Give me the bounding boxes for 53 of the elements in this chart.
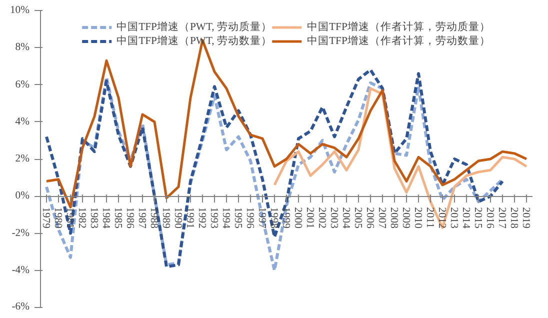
x-tick-label: 2004	[340, 207, 351, 230]
y-tick-label: 0%	[15, 190, 30, 202]
x-tick-label: 2000	[292, 207, 303, 228]
x-tick-label: 1980	[52, 207, 63, 228]
x-tick-label: 2014	[460, 207, 471, 230]
x-tick-label: 1984	[100, 207, 111, 230]
x-tick-label: 2013	[448, 207, 459, 228]
x-tick-label: 2017	[496, 207, 507, 230]
x-tick-label: 1985	[112, 207, 123, 228]
x-tick-label: 1987	[136, 207, 147, 230]
x-tick-label: 2011	[424, 207, 435, 228]
legend-label: 中国TFP增速（作者计算，劳动数量）	[307, 34, 490, 48]
x-tick-label: 2012	[436, 207, 447, 228]
y-tick-label: 6%	[15, 79, 30, 90]
y-tick-label: -4%	[12, 264, 30, 276]
x-tick-label: 1999	[280, 207, 291, 228]
x-tick-label: 2009	[400, 207, 411, 228]
x-tick-label: 2016	[484, 207, 495, 230]
x-tick-label: 2001	[304, 207, 315, 228]
y-tick-label: 10%	[10, 5, 30, 16]
x-tick-label: 2019	[520, 207, 531, 228]
y-tick-label: 8%	[15, 42, 30, 54]
x-tick-label: 1989	[160, 207, 171, 228]
x-tick-label: 1992	[196, 207, 207, 228]
x-tick-label: 1981	[64, 207, 75, 228]
x-tick-label: 2003	[328, 207, 339, 228]
x-tick-label: 2005	[352, 207, 363, 228]
x-tick-label: 1997	[256, 207, 267, 230]
y-tick-label: 2%	[15, 154, 30, 164]
x-tick-label: 1979	[40, 207, 51, 228]
x-tick-label: 1986	[124, 207, 135, 230]
y-tick-label: 4%	[15, 116, 30, 128]
y-tick-label: -6%	[12, 302, 30, 312]
x-tick-label: 2018	[508, 207, 519, 228]
y-tick-label: -2%	[12, 228, 30, 239]
x-tick-label: 2015	[472, 207, 483, 228]
x-tick-label: 1994	[220, 207, 231, 230]
x-tick-label: 2006	[364, 207, 375, 230]
x-tick-label: 1982	[76, 207, 87, 228]
x-tick-label: 2007	[376, 207, 387, 230]
x-tick-label: 1995	[232, 207, 243, 228]
x-tick-label: 1993	[208, 207, 219, 228]
legend-label: 中国TFP增速（PWT, 劳动质量）	[116, 20, 272, 34]
x-tick-label: 2008	[388, 207, 399, 228]
x-tick-label: 2002	[316, 207, 327, 228]
x-tick-label: 2010	[412, 207, 423, 228]
x-tick-label: 1983	[88, 207, 99, 228]
x-tick-label: 1996	[244, 207, 255, 230]
x-tick-label: 1998	[268, 207, 279, 228]
x-tick-label: 1988	[148, 207, 159, 228]
legend-label: 中国TFP增速（作者计算，劳动质量）	[307, 20, 490, 34]
x-tick-label: 1990	[172, 207, 183, 228]
x-tick-label: 1991	[184, 207, 195, 228]
